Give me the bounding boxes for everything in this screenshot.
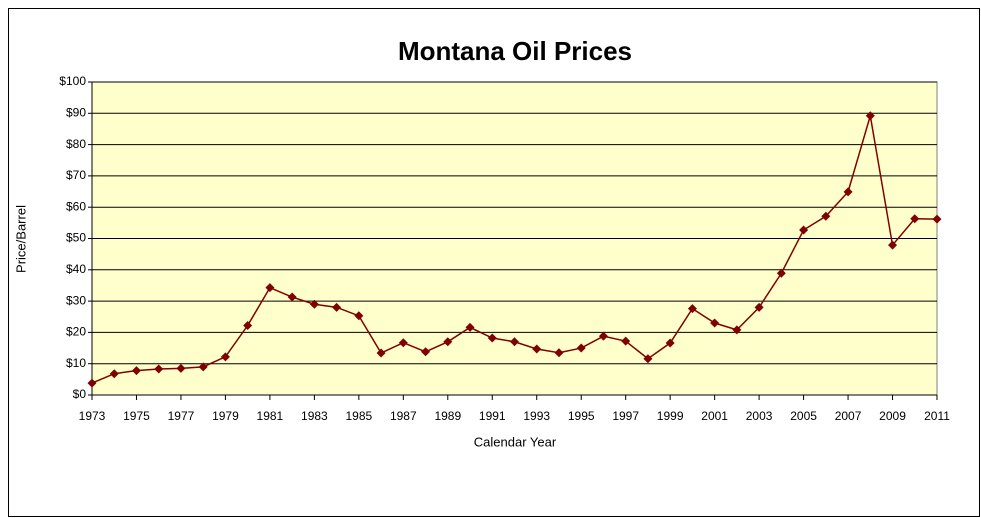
x-tick-label: 1985 <box>345 409 372 423</box>
data-point <box>754 302 764 312</box>
data-point <box>354 311 364 321</box>
data-point <box>87 378 97 388</box>
data-point <box>465 322 475 332</box>
x-tick-label: 1973 <box>79 409 106 423</box>
data-point <box>421 347 431 357</box>
data-point <box>265 283 275 293</box>
data-point <box>932 214 942 224</box>
x-tick-label: 1975 <box>123 409 150 423</box>
x-tick-label: 2009 <box>879 409 906 423</box>
data-point <box>398 338 408 348</box>
y-tick-label: $80 <box>66 137 86 151</box>
y-tick-label: $70 <box>66 168 86 182</box>
x-tick-label: 1979 <box>212 409 239 423</box>
data-point <box>665 338 675 348</box>
data-point <box>198 362 208 372</box>
x-tick-label: 1995 <box>568 409 595 423</box>
x-axis-label: Calendar Year <box>474 434 557 449</box>
x-tick-label: 2003 <box>746 409 773 423</box>
data-point <box>131 366 141 376</box>
data-point <box>576 343 586 353</box>
data-point <box>710 318 720 328</box>
data-point <box>821 211 831 221</box>
chart-title: Montana Oil Prices <box>398 36 632 66</box>
x-tick-label: 2001 <box>701 409 728 423</box>
data-point <box>621 336 631 346</box>
data-point <box>376 348 386 358</box>
x-tick-label: 2005 <box>790 409 817 423</box>
data-point <box>776 268 786 278</box>
data-point <box>220 352 230 362</box>
data-point <box>865 111 875 121</box>
data-point <box>799 225 809 235</box>
data-point <box>309 299 319 309</box>
data-point <box>154 364 164 374</box>
x-tick-label: 1993 <box>523 409 550 423</box>
y-tick-label: $50 <box>66 231 86 245</box>
data-point <box>487 333 497 343</box>
x-tick-label: 1983 <box>301 409 328 423</box>
data-point <box>554 348 564 358</box>
data-point <box>243 321 253 331</box>
x-tick-label: 1981 <box>257 409 284 423</box>
data-point <box>732 325 742 335</box>
y-tick-label: $10 <box>66 356 86 370</box>
data-point <box>443 337 453 347</box>
x-tick-label: 1991 <box>479 409 506 423</box>
data-point <box>888 240 898 250</box>
data-point <box>598 331 608 341</box>
data-point <box>109 369 119 379</box>
y-tick-label: $20 <box>66 325 86 339</box>
x-tick-label: 1987 <box>390 409 417 423</box>
x-tick-label: 1977 <box>168 409 195 423</box>
data-point <box>643 354 653 364</box>
y-tick-label: $30 <box>66 293 86 307</box>
data-point <box>532 344 542 354</box>
y-axis-label: Price/Barrel <box>13 205 28 273</box>
data-point <box>910 214 920 224</box>
y-tick-label: $90 <box>66 105 86 119</box>
x-tick-label: 1997 <box>612 409 639 423</box>
y-tick-label: $0 <box>73 387 87 401</box>
x-tick-label: 1999 <box>657 409 684 423</box>
y-tick-label: $100 <box>59 74 86 88</box>
data-point <box>287 292 297 302</box>
x-tick-label: 1989 <box>434 409 461 423</box>
y-tick-label: $60 <box>66 199 86 213</box>
data-point <box>332 302 342 312</box>
data-point <box>176 363 186 373</box>
data-point <box>687 304 697 314</box>
data-point <box>510 337 519 347</box>
y-tick-label: $40 <box>66 262 86 276</box>
data-point <box>843 187 853 197</box>
x-tick-label: 2011 <box>924 409 950 423</box>
x-tick-label: 2007 <box>835 409 862 423</box>
